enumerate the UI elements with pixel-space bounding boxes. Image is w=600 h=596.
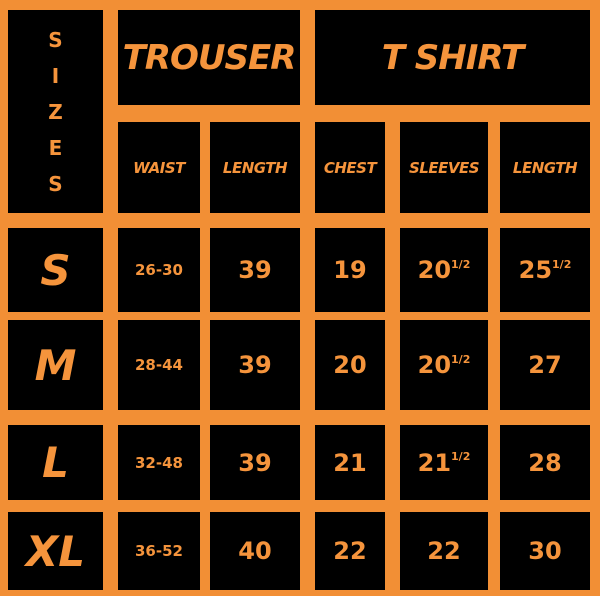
size-value: 26-30: [118, 228, 200, 312]
column-label: WAIST: [133, 158, 185, 177]
value-text: 26-30: [135, 261, 183, 279]
group-label: TROUSER: [122, 37, 297, 78]
column-header: LENGTH: [210, 122, 300, 213]
value-text: 21: [333, 448, 367, 477]
size-value: 20 1/2: [400, 320, 488, 410]
value-text: 28: [528, 448, 562, 477]
size-value: 20: [315, 320, 385, 410]
size-value: 36-52: [118, 512, 200, 590]
value-text: S: [40, 245, 71, 295]
value-text: 20: [417, 351, 452, 379]
size-value: 28: [500, 425, 590, 500]
sizes-header: SIZES: [8, 10, 103, 213]
value-text: 22: [333, 537, 367, 565]
size-value: 22: [400, 512, 488, 590]
value-text: M: [34, 340, 77, 390]
column-header: SLEEVES: [400, 122, 488, 213]
size-value: 21: [315, 425, 385, 500]
value-fraction: 1/2: [552, 257, 572, 271]
value-text: 28-44: [135, 356, 183, 374]
value-text: 40: [238, 537, 272, 565]
value-text: 39: [238, 256, 272, 284]
size-value: 39: [210, 425, 300, 500]
column-label: LENGTH: [222, 158, 288, 177]
size-label: XL: [8, 512, 103, 590]
value-text: L: [42, 438, 69, 487]
size-value: 21 1/2: [400, 425, 488, 500]
size-label: S: [8, 228, 103, 312]
value-text: 21: [417, 448, 452, 477]
value-text: 32-48: [135, 453, 183, 472]
value-text: 36-52: [135, 542, 183, 560]
size-value: 39: [210, 228, 300, 312]
size-value: 19: [315, 228, 385, 312]
value-fraction: 1/2: [451, 450, 471, 463]
value-text: 30: [528, 537, 562, 565]
value-text: 20: [333, 351, 367, 379]
size-label: L: [8, 425, 103, 500]
sizes-label: SIZES: [48, 27, 63, 196]
column-header: CHEST: [315, 122, 385, 213]
column-label: SLEEVES: [408, 158, 480, 177]
size-value: 25 1/2: [500, 228, 590, 312]
size-value: 22: [315, 512, 385, 590]
size-value: 27: [500, 320, 590, 410]
size-value: 40: [210, 512, 300, 590]
size-value: 28-44: [118, 320, 200, 410]
value-text: XL: [25, 526, 86, 576]
column-label: CHEST: [323, 158, 377, 177]
group-label: T SHIRT: [381, 37, 524, 78]
group-header: T SHIRT: [315, 10, 590, 105]
group-header: TROUSER: [118, 10, 300, 105]
value-text: 39: [238, 351, 272, 379]
value-text: 25: [518, 256, 553, 284]
value-text: 22: [427, 537, 461, 565]
column-header: LENGTH: [500, 122, 590, 213]
value-text: 27: [528, 351, 562, 379]
value-text: 20: [417, 256, 452, 284]
value-fraction: 1/2: [451, 257, 471, 271]
size-value: 30: [500, 512, 590, 590]
size-value: 39: [210, 320, 300, 410]
size-value: 32-48: [118, 425, 200, 500]
value-text: 19: [333, 256, 367, 284]
column-label: LENGTH: [512, 158, 578, 177]
size-value: 20 1/2: [400, 228, 488, 312]
value-text: 39: [238, 448, 272, 477]
column-header: WAIST: [118, 122, 200, 213]
value-fraction: 1/2: [451, 352, 471, 366]
size-label: M: [8, 320, 103, 410]
